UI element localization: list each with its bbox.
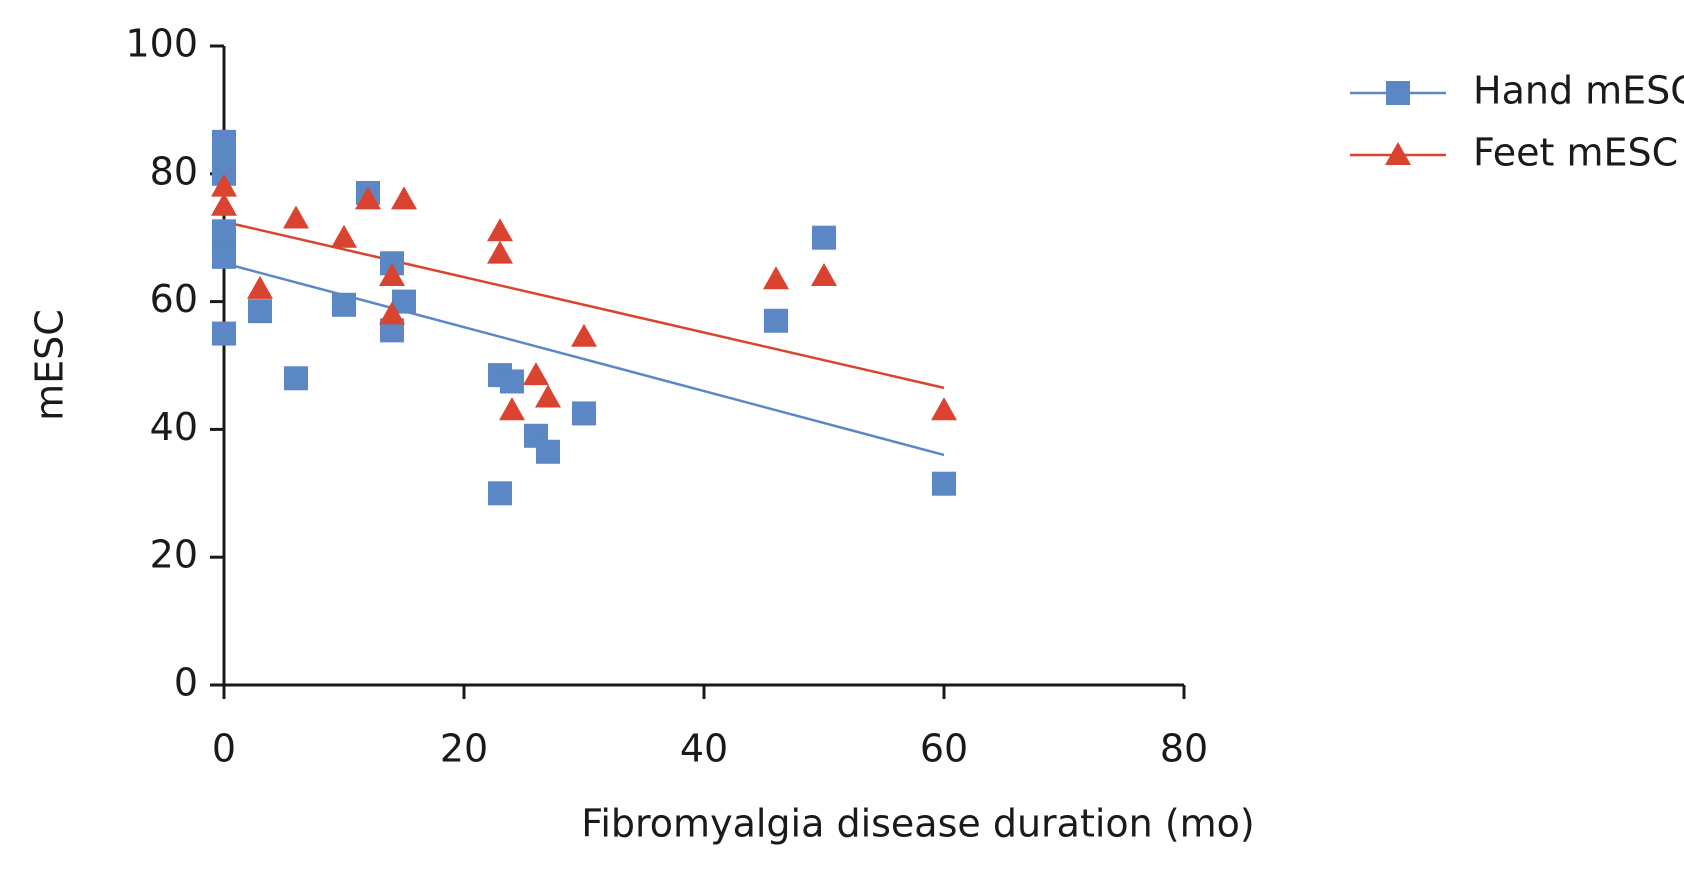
y-tick-label: 80	[150, 149, 198, 193]
marker-square	[212, 244, 236, 269]
y-axis-label: mESC	[28, 309, 72, 421]
x-axis-label: Fibromyalgia disease duration (mo)	[581, 802, 1255, 846]
marker-triangle	[811, 263, 837, 287]
marker-triangle	[391, 186, 417, 210]
marker-square	[332, 292, 356, 317]
marker-triangle	[763, 266, 789, 290]
x-tick-label: 80	[1160, 727, 1208, 771]
marker-triangle	[523, 362, 549, 386]
marker-square	[248, 299, 272, 324]
marker-triangle	[211, 173, 237, 197]
x-tick-label: 40	[680, 727, 728, 771]
x-tick-label: 60	[920, 727, 968, 771]
trend-line	[223, 220, 945, 390]
marker-triangle	[379, 263, 405, 287]
marker-square	[536, 439, 560, 464]
marker-square	[488, 481, 512, 506]
marker-square	[764, 308, 788, 333]
y-tick-label: 0	[174, 661, 198, 705]
y-tick-label: 100	[125, 22, 198, 66]
marker-triangle	[499, 397, 525, 421]
marker-square	[500, 369, 524, 394]
marker-square	[932, 471, 956, 496]
marker-triangle	[487, 218, 513, 242]
y-tick-label: 40	[150, 405, 198, 449]
y-tick-label: 20	[150, 533, 198, 577]
marker-square	[572, 401, 596, 426]
marker-triangle	[571, 323, 597, 347]
marker-triangle	[331, 224, 357, 248]
marker-triangle	[535, 384, 561, 408]
marker-triangle	[247, 275, 273, 299]
marker-triangle	[355, 186, 381, 210]
marker-square	[284, 366, 308, 391]
marker-square	[1386, 81, 1410, 105]
marker-triangle	[283, 205, 309, 229]
marker-triangle	[1385, 142, 1411, 165]
trend-line	[223, 262, 945, 457]
marker-square	[812, 225, 836, 250]
marker-square	[212, 321, 236, 346]
marker-triangle	[931, 397, 957, 421]
x-tick-label: 0	[212, 727, 236, 771]
marker-triangle	[211, 192, 237, 216]
x-tick-label: 20	[440, 727, 488, 771]
marker-triangle	[487, 240, 513, 264]
y-tick-label: 60	[150, 277, 198, 321]
legend-label: Hand mESC	[1473, 69, 1684, 113]
marker-triangle	[379, 301, 405, 325]
legend-label: Feet mESC	[1473, 131, 1678, 175]
